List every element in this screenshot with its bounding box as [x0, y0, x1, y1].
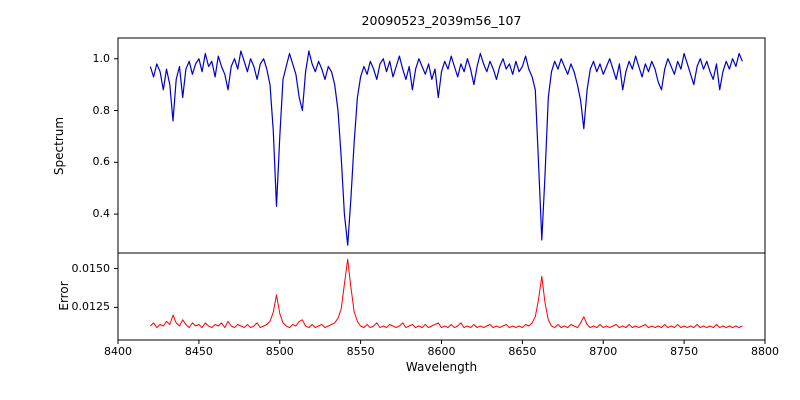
x-axis-label: Wavelength [405, 360, 478, 374]
x-tick-label: 8600 [427, 345, 456, 358]
x-tick-label: 8700 [589, 345, 618, 358]
y-tick-label: 0.8 [92, 103, 111, 117]
x-tick-label: 8400 [104, 345, 132, 358]
y-tick-label: 0.0150 [71, 261, 111, 275]
x-tick-label: 8650 [508, 345, 537, 358]
error-line [149, 258, 743, 329]
x-tick-label: 8450 [184, 345, 213, 358]
y-tick-label: 1.0 [92, 51, 111, 65]
x-tick-label: 8750 [670, 345, 699, 358]
y-tick-label: 0.4 [92, 207, 111, 221]
x-tick-label: 8550 [346, 345, 375, 358]
spectrum-line [149, 50, 743, 246]
x-tick-label: 8500 [265, 345, 294, 358]
y-tick-label: 0.6 [92, 155, 111, 169]
chart-title: 20090523_2039m56_107 [361, 13, 522, 28]
y-tick-label: 0.0125 [71, 300, 111, 314]
x-tick-label: 8800 [751, 345, 779, 358]
